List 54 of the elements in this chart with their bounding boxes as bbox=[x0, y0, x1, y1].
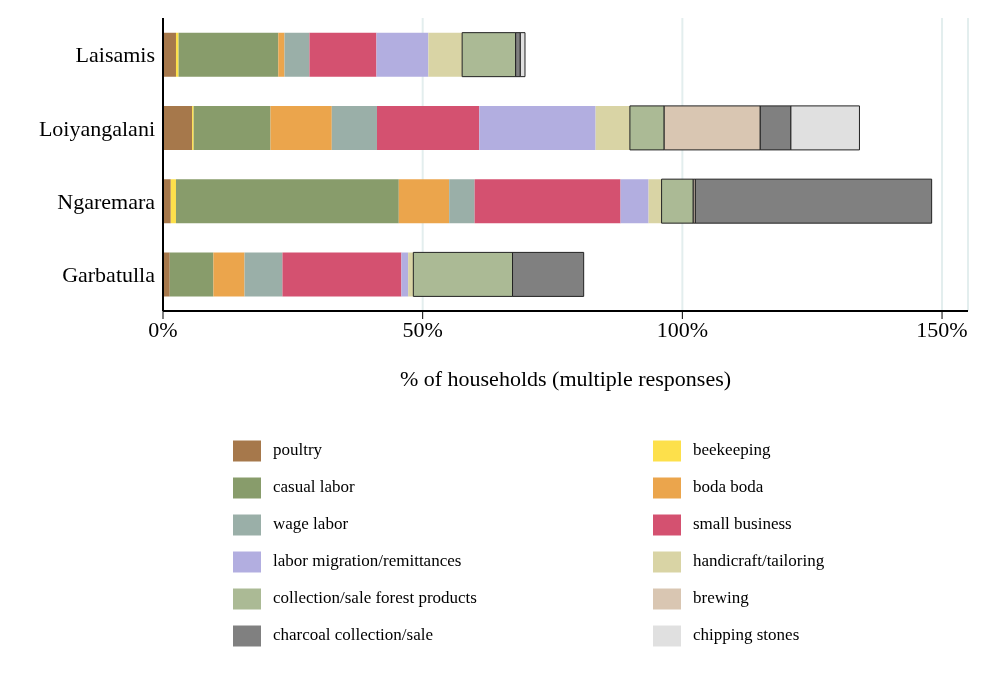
x-tick-label: 0% bbox=[148, 316, 178, 342]
bar bbox=[595, 105, 630, 150]
x-tick-label: 150% bbox=[916, 316, 968, 342]
y-tick-label: Loiyangalani bbox=[38, 115, 155, 141]
bar bbox=[479, 105, 596, 150]
bar bbox=[401, 252, 409, 297]
legend-label: small business bbox=[692, 513, 793, 535]
bar bbox=[163, 179, 171, 224]
bar bbox=[408, 252, 414, 297]
bar bbox=[169, 252, 214, 297]
x-axis-title: % of households (multiple responses) bbox=[399, 366, 732, 391]
legend-label: brewing bbox=[692, 587, 750, 609]
bar bbox=[278, 32, 285, 77]
bar bbox=[428, 32, 463, 77]
legend-label: casual labor bbox=[272, 476, 356, 498]
bar bbox=[376, 105, 480, 150]
legend-label: chipping stones bbox=[692, 624, 801, 646]
bar bbox=[284, 32, 310, 77]
bar bbox=[519, 32, 526, 78]
bar bbox=[449, 179, 475, 224]
bar bbox=[270, 105, 332, 150]
bar bbox=[461, 32, 517, 78]
y-tick-label: Ngaremara bbox=[57, 188, 156, 214]
legend-label: wage labor bbox=[272, 513, 350, 535]
bar bbox=[178, 32, 279, 77]
bar bbox=[175, 32, 179, 77]
bar bbox=[193, 105, 271, 150]
legend-label: labor migration/remittances bbox=[272, 550, 463, 572]
bar bbox=[175, 179, 399, 224]
bar bbox=[309, 32, 377, 77]
bar bbox=[170, 179, 176, 224]
legend-label: beekeeping bbox=[692, 439, 772, 461]
bar bbox=[376, 32, 429, 77]
x-tick-label: 50% bbox=[402, 316, 443, 342]
y-tick-label: Laisamis bbox=[75, 42, 155, 68]
bar bbox=[331, 105, 377, 150]
bar bbox=[694, 178, 933, 224]
bar bbox=[648, 179, 662, 224]
legend-label: handicraft/tailoring bbox=[692, 550, 826, 572]
bar bbox=[244, 252, 283, 297]
x-tick-label: 100% bbox=[656, 316, 709, 342]
legend-label: boda boda bbox=[692, 476, 765, 498]
bar bbox=[398, 179, 450, 224]
legend-label: poultry bbox=[272, 439, 324, 461]
bar bbox=[474, 179, 621, 224]
bar bbox=[163, 105, 193, 150]
bar bbox=[163, 32, 176, 77]
bar bbox=[282, 252, 402, 297]
bar bbox=[620, 179, 649, 224]
legend-label: collection/sale forest products bbox=[272, 587, 478, 609]
y-tick-label: Garbatulla bbox=[62, 262, 156, 288]
bar bbox=[213, 252, 245, 297]
bar bbox=[661, 178, 694, 224]
legend-label: charcoal collection/sale bbox=[272, 624, 434, 646]
